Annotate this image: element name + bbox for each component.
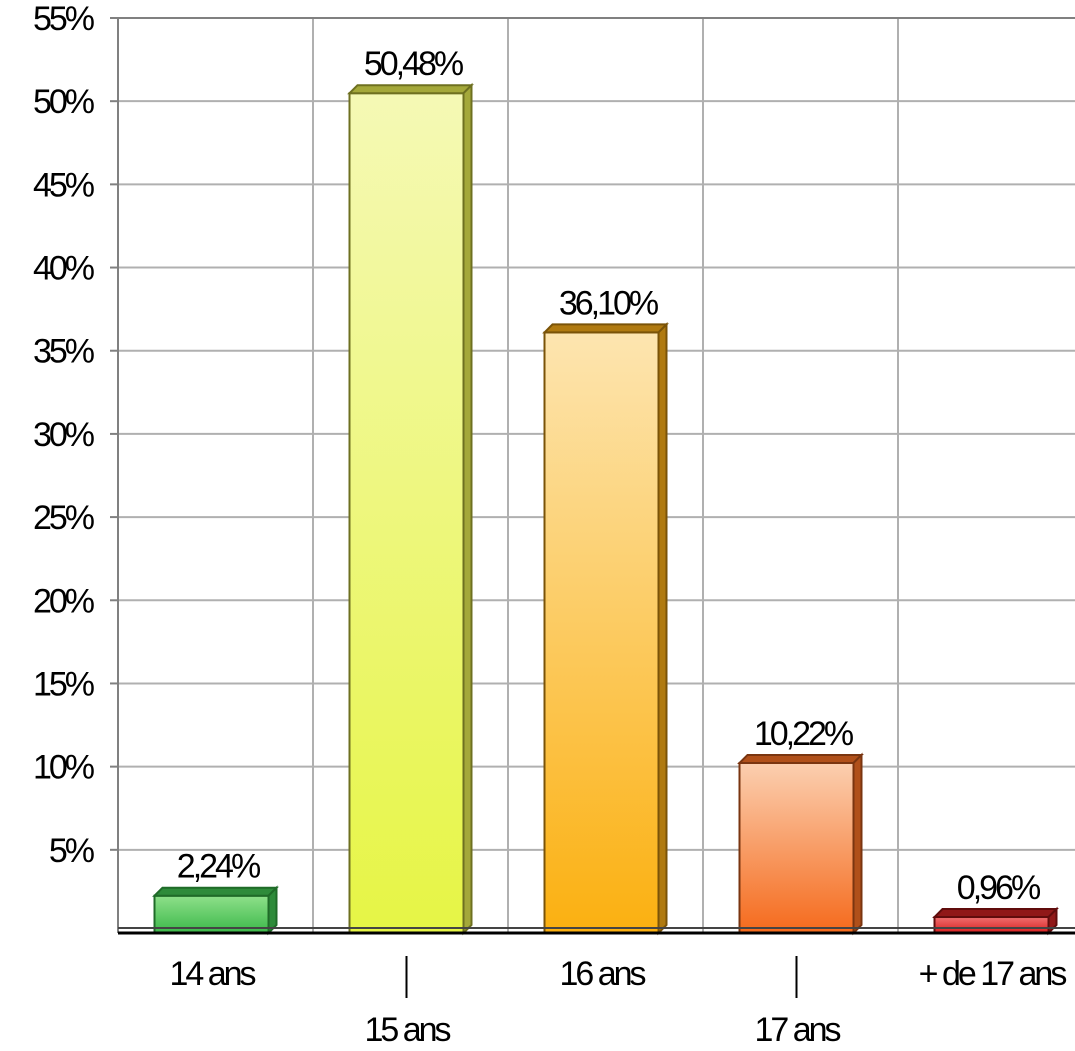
y-tick-label: 40% xyxy=(33,250,95,288)
y-tick-label: 15% xyxy=(33,665,95,703)
data-label: 10,22% xyxy=(754,715,854,753)
y-tick-label: 50% xyxy=(33,83,95,121)
x-category-label: 14 ans xyxy=(169,955,255,993)
y-tick-label: 20% xyxy=(33,582,95,620)
bar xyxy=(152,885,279,936)
data-label: 0,96% xyxy=(957,869,1041,907)
y-axis-ticks: 5% 10% 15% 20% 25% 30% 35% 40% 45% 50% 55% xyxy=(33,0,118,870)
y-tick-label: 25% xyxy=(33,499,95,537)
y-tick-label: 55% xyxy=(33,0,95,38)
y-tick-label: 5% xyxy=(49,832,95,870)
y-tick-label: 35% xyxy=(33,333,95,371)
y-tick-label: 10% xyxy=(33,749,95,787)
x-category-label: 15 ans xyxy=(364,1011,450,1049)
grid-lines xyxy=(117,17,1075,933)
bar xyxy=(542,322,669,936)
bar xyxy=(932,906,1059,936)
bar xyxy=(347,82,474,936)
data-labels: 2,24% 50,48% 36,10% 10,22% 0,96% xyxy=(177,45,1044,907)
data-label: 50,48% xyxy=(364,45,464,83)
x-axis-categories: 14 ans 15 ans 16 ans 17 ans + de 17 ans xyxy=(169,955,1069,1049)
x-axis-baseline xyxy=(118,927,1075,935)
bar xyxy=(737,752,864,936)
x-category-label: + de 17 ans xyxy=(919,955,1067,993)
x-category-label: 16 ans xyxy=(559,955,645,993)
bars xyxy=(152,82,1059,936)
data-label: 36,10% xyxy=(559,284,659,322)
data-label: 2,24% xyxy=(177,848,261,886)
y-tick-label: 30% xyxy=(33,416,95,454)
x-category-label: 17 ans xyxy=(754,1011,840,1049)
y-tick-label: 45% xyxy=(33,166,95,204)
